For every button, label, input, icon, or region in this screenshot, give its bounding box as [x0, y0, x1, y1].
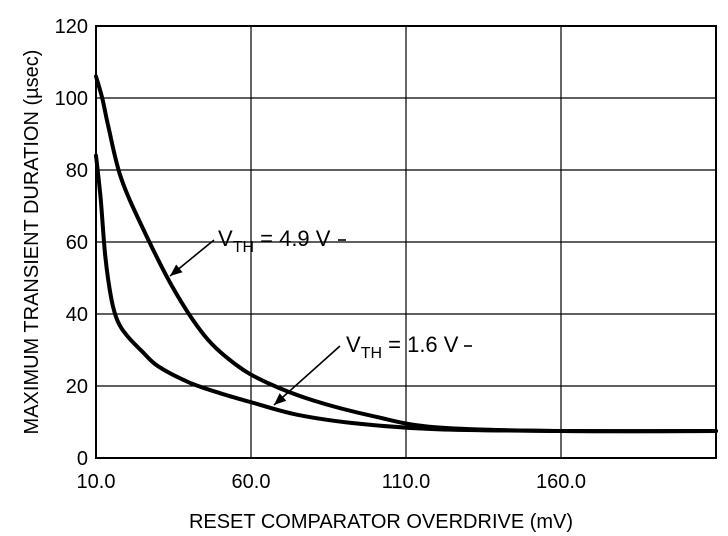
x-tick-label: 10.0 — [77, 471, 116, 493]
y-tick-label: 0 — [77, 448, 88, 470]
x-tick-label: 60.0 — [232, 471, 271, 493]
series-lines — [94, 74, 718, 434]
series-label-vth-1-6v: VTH = 1.6 V — [346, 332, 459, 362]
series-label-vth-4-9v: VTH = 4.9 V — [218, 226, 331, 256]
y-axis-title: MAXIMUM TRANSIENT DURATION (µsec) — [21, 50, 43, 435]
tick-labels: 10.0 60.0 110.0 160.0 0 20 40 60 80 100 120 — [55, 16, 586, 493]
leader-line — [273, 345, 341, 406]
y-tick-label: 20 — [66, 376, 88, 398]
plot-frame — [95, 25, 717, 459]
series-line-vth-1-6v — [94, 153, 718, 434]
gridlines — [96, 26, 716, 458]
x-tick-label: 160.0 — [536, 471, 586, 493]
y-tick-label: 100 — [55, 88, 88, 110]
x-axis-title: RESET COMPARATOR OVERDRIVE (mV) — [189, 511, 573, 533]
y-tick-label: 80 — [66, 160, 88, 182]
y-tick-label: 60 — [66, 232, 88, 254]
y-tick-label: 40 — [66, 304, 88, 326]
series-labels: VTH = 4.9 V VTH = 1.6 V — [169, 226, 472, 406]
x-tick-label: 110.0 — [382, 471, 431, 493]
leader-arrowhead — [274, 393, 287, 405]
y-tick-label: 120 — [55, 16, 88, 38]
leader-arrowhead — [170, 264, 183, 276]
